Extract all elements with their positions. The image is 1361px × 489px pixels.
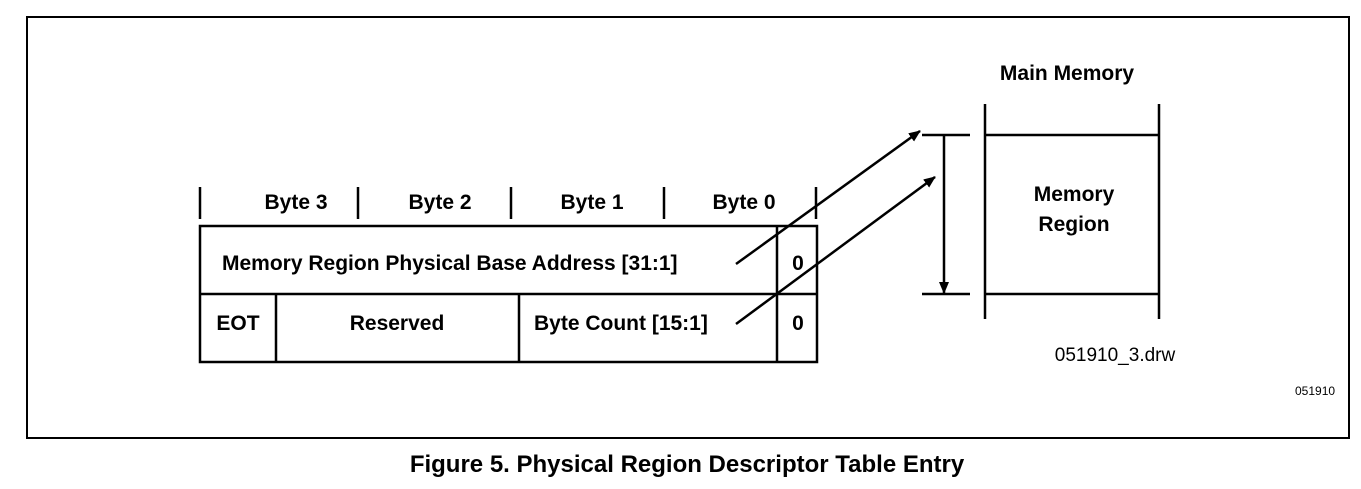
- main-memory-title: Main Memory: [999, 62, 1135, 85]
- reserved-field: Reserved: [349, 312, 445, 335]
- memory-region-line2: Region: [1038, 213, 1110, 236]
- region-size-arrow: [922, 133, 970, 296]
- main-memory-block: [983, 104, 1161, 319]
- eot-field: EOT: [216, 312, 260, 335]
- row2-bit0: 0: [792, 312, 804, 335]
- byte-header-ticks: [198, 187, 818, 219]
- base-address-field: Memory Region Physical Base Address [31:…: [222, 252, 678, 275]
- byte-count-field: Byte Count [15:1]: [534, 312, 708, 335]
- figure-caption: Figure 5. Physical Region Descriptor Tab…: [409, 451, 965, 478]
- descriptor-table: [198, 224, 819, 364]
- row1-bit0: 0: [792, 252, 804, 275]
- base-address-arrow: [735, 129, 921, 266]
- memory-region-line1: Memory: [1033, 183, 1115, 206]
- byte-3-label: Byte 3: [264, 191, 328, 214]
- byte-2-label: Byte 2: [408, 191, 472, 214]
- drawing-id: 051910_3.drw: [1054, 345, 1176, 366]
- byte-1-label: Byte 1: [560, 191, 624, 214]
- byte-count-arrow: [735, 175, 936, 326]
- byte-0-label: Byte 0: [712, 191, 776, 214]
- figure-frame: [26, 16, 1350, 439]
- corner-id: 051910: [1295, 384, 1336, 398]
